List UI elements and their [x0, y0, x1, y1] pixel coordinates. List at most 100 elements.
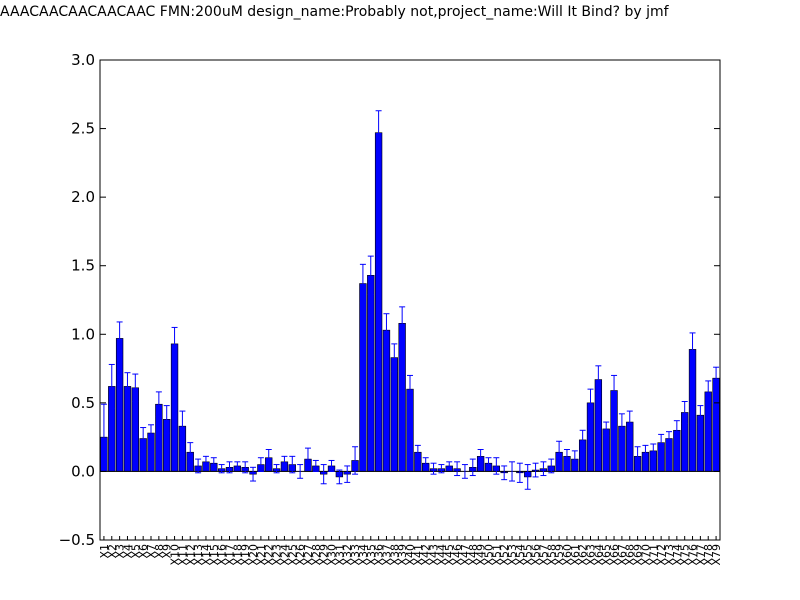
error-bar-X70 — [642, 444, 649, 460]
error-bar-X64 — [595, 365, 602, 394]
x-tick-label: X79 — [710, 544, 723, 566]
error-bar-X72 — [658, 433, 665, 452]
error-bar-X28 — [312, 459, 319, 472]
error-bar-X56 — [532, 462, 539, 478]
error-bar-X77 — [697, 405, 704, 426]
error-bar-X25 — [289, 455, 296, 474]
x-tick-label: X12 — [184, 544, 197, 566]
error-bar-X1 — [100, 403, 107, 471]
x-tick-label: X33 — [349, 544, 362, 566]
x-tick-label: X15 — [208, 544, 221, 566]
x-axis: X1X2X3X4X5X6X7X8X9X10X11X12X13X14X15X16X… — [98, 536, 723, 566]
y-tick-label: −0.5 — [59, 531, 95, 549]
error-bar-X51 — [493, 457, 500, 475]
bar-X39 — [398, 323, 406, 472]
x-tick-label: X67 — [616, 544, 629, 566]
x-tick-label: X37 — [380, 544, 393, 566]
y-tick-label: 2.5 — [71, 120, 95, 138]
x-tick-label: X18 — [231, 544, 244, 566]
error-bar-X53 — [509, 461, 516, 482]
x-tick-label: X63 — [585, 544, 598, 566]
x-tick-label: X36 — [373, 544, 386, 566]
error-bar-X29 — [320, 464, 327, 485]
x-tick-label: X71 — [647, 544, 660, 566]
bars-layer — [100, 132, 720, 478]
error-bar-X52 — [501, 465, 508, 481]
y-axis: −0.5 0.0 0.5 1.0 1.5 2.0 2.5 3.0 — [59, 51, 720, 549]
error-bar-X5 — [132, 373, 139, 402]
x-tick-label: X65 — [600, 544, 613, 566]
error-bar-X17 — [226, 461, 233, 474]
error-bar-X11 — [179, 410, 186, 442]
x-tick-label: X49 — [475, 544, 488, 566]
x-tick-label: X59 — [553, 544, 566, 566]
error-bar-X49 — [477, 448, 484, 464]
x-tick-label: X21 — [255, 544, 268, 566]
x-tick-label: X56 — [530, 544, 543, 566]
error-bar-X16 — [218, 464, 225, 474]
error-bar-X57 — [540, 461, 547, 477]
x-tick-label: X6 — [137, 544, 150, 559]
x-tick-label: X2 — [106, 544, 119, 559]
x-tick-label: X64 — [592, 544, 605, 566]
x-tick-label: X39 — [396, 544, 409, 566]
x-tick-label: X58 — [545, 544, 558, 566]
error-bar-X74 — [673, 420, 680, 441]
x-tick-label: X20 — [247, 544, 260, 566]
x-tick-label: X19 — [239, 544, 252, 566]
y-tick-label: 0.0 — [71, 462, 95, 480]
x-tick-label: X43 — [428, 544, 441, 566]
y-tick-label: 1.0 — [71, 325, 95, 343]
x-tick-label: X47 — [459, 544, 472, 566]
x-tick-label: X24 — [278, 544, 291, 566]
error-bar-X12 — [187, 442, 194, 463]
error-bar-X45 — [446, 461, 453, 471]
bar-X35 — [367, 275, 375, 472]
error-bar-X36 — [375, 110, 382, 156]
error-bar-X75 — [681, 400, 688, 424]
error-bar-X24 — [281, 455, 288, 468]
x-tick-label: X44 — [435, 544, 448, 566]
error-bar-X58 — [548, 458, 555, 474]
x-tick-label: X74 — [671, 544, 684, 566]
x-tick-label: X72 — [655, 544, 668, 566]
error-bar-X6 — [140, 427, 147, 450]
x-tick-label: X57 — [537, 544, 550, 566]
error-bar-X48 — [469, 458, 476, 477]
x-tick-label: X61 — [569, 544, 582, 566]
x-tick-label: X51 — [490, 544, 503, 566]
x-tick-label: X5 — [129, 544, 142, 559]
x-tick-label: X27 — [302, 544, 315, 566]
x-tick-label: X8 — [153, 544, 166, 559]
x-tick-label: X52 — [498, 544, 511, 566]
bar-X10 — [170, 343, 179, 472]
error-bar-X68 — [626, 410, 633, 434]
x-tick-label: X28 — [310, 544, 323, 566]
error-bar-X3 — [116, 321, 123, 356]
error-bar-X27 — [304, 447, 311, 471]
bar-X38 — [390, 357, 398, 472]
error-bars-layer — [100, 110, 720, 490]
error-bar-X31 — [336, 469, 343, 485]
error-bar-X62 — [579, 429, 586, 450]
error-bar-X9 — [163, 405, 170, 434]
error-bar-X76 — [689, 332, 696, 367]
error-bar-X63 — [587, 388, 594, 418]
x-tick-label: X42 — [420, 544, 433, 566]
x-tick-label: X30 — [326, 544, 339, 566]
error-bar-X19 — [242, 461, 249, 474]
error-bar-X33 — [352, 446, 359, 475]
error-bar-X23 — [273, 464, 280, 474]
x-tick-label: X31 — [333, 544, 346, 566]
error-bar-X71 — [650, 443, 657, 459]
error-bar-X20 — [250, 466, 257, 482]
x-tick-label: X22 — [263, 544, 276, 566]
error-bar-X7 — [148, 424, 155, 442]
error-bar-X30 — [328, 459, 335, 472]
x-tick-label: X75 — [679, 544, 692, 566]
x-tick-label: X40 — [404, 544, 417, 566]
x-tick-label: X70 — [639, 544, 652, 566]
x-tick-label: X1 — [98, 544, 111, 559]
x-tick-label: X55 — [522, 544, 535, 566]
x-tick-label: X69 — [632, 544, 645, 566]
